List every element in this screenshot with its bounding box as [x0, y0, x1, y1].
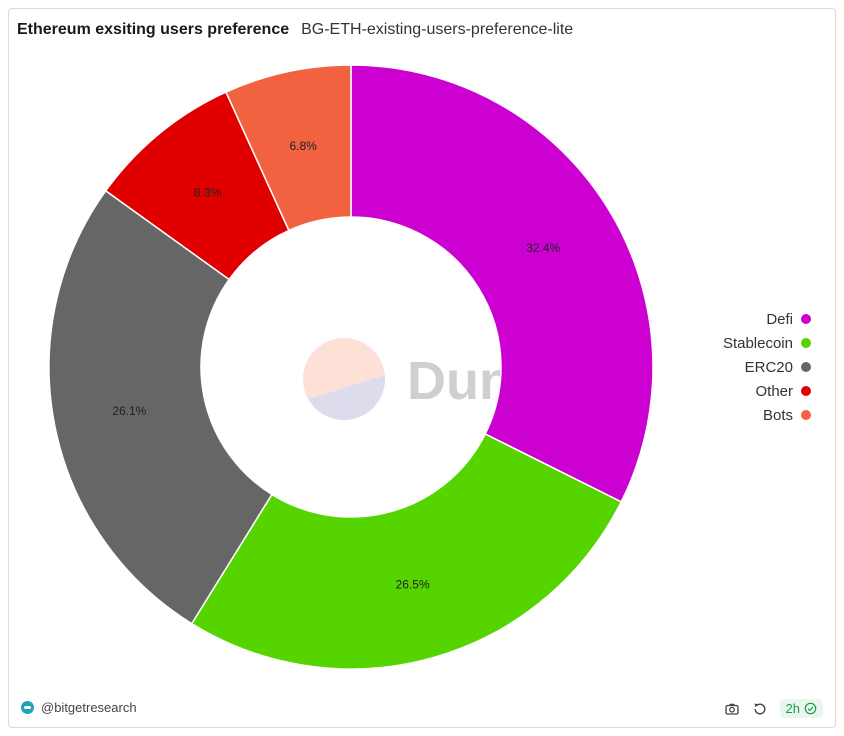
- slice-label-stablecoin: 26.5%: [396, 577, 430, 591]
- author-tag[interactable]: @bitgetresearch: [21, 700, 137, 715]
- chart-header: Ethereum exsiting users preference BG-ET…: [17, 21, 573, 39]
- legend-swatch: [801, 362, 811, 372]
- refresh-status-badge[interactable]: 2h: [779, 699, 823, 718]
- legend-label: ERC20: [744, 358, 793, 376]
- author-name: @bitgetresearch: [41, 700, 137, 715]
- camera-icon[interactable]: [724, 701, 740, 717]
- slice-label-defi: 32.4%: [526, 241, 560, 255]
- slice-label-erc20: 26.1%: [112, 404, 146, 418]
- legend-item-defi[interactable]: Defi: [766, 310, 811, 328]
- slice-label-bots: 6.8%: [289, 139, 317, 153]
- legend-swatch: [801, 338, 811, 348]
- chart-title: Ethereum exsiting users preference: [17, 21, 290, 38]
- chart-subtitle: BG-ETH-existing-users-preference-lite: [301, 21, 574, 38]
- slice-defi[interactable]: [350, 64, 654, 503]
- footer-actions: 2h: [724, 699, 823, 718]
- refresh-interval: 2h: [785, 701, 800, 716]
- slice-bots[interactable]: [224, 64, 352, 232]
- legend-label: Defi: [766, 310, 793, 328]
- legend-swatch: [801, 410, 811, 420]
- chart-legend: Defi Stablecoin ERC20 Other Bots: [722, 310, 811, 424]
- legend-label: Other: [755, 382, 793, 400]
- slice-erc20[interactable]: [48, 189, 273, 625]
- legend-item-bots[interactable]: Bots: [762, 406, 811, 424]
- legend-label: Bots: [762, 406, 793, 424]
- slice-stablecoin[interactable]: [190, 432, 623, 670]
- refresh-icon[interactable]: [752, 701, 768, 717]
- check-circle-icon: [804, 702, 817, 715]
- legend-label: Stablecoin: [722, 334, 793, 352]
- legend-item-stablecoin[interactable]: Stablecoin: [722, 334, 811, 352]
- legend-swatch: [801, 386, 811, 396]
- dune-logo-icon: [303, 338, 385, 420]
- donut-chart: Dune 32.4%26.5%26.1%8.3%6.8%: [48, 64, 654, 670]
- legend-swatch: [801, 314, 811, 324]
- legend-item-other[interactable]: Other: [755, 382, 811, 400]
- chart-card: Ethereum exsiting users preference BG-ET…: [8, 8, 836, 728]
- legend-item-erc20[interactable]: ERC20: [744, 358, 811, 376]
- author-logo-icon: [21, 701, 34, 714]
- slice-label-other: 8.3%: [194, 185, 222, 199]
